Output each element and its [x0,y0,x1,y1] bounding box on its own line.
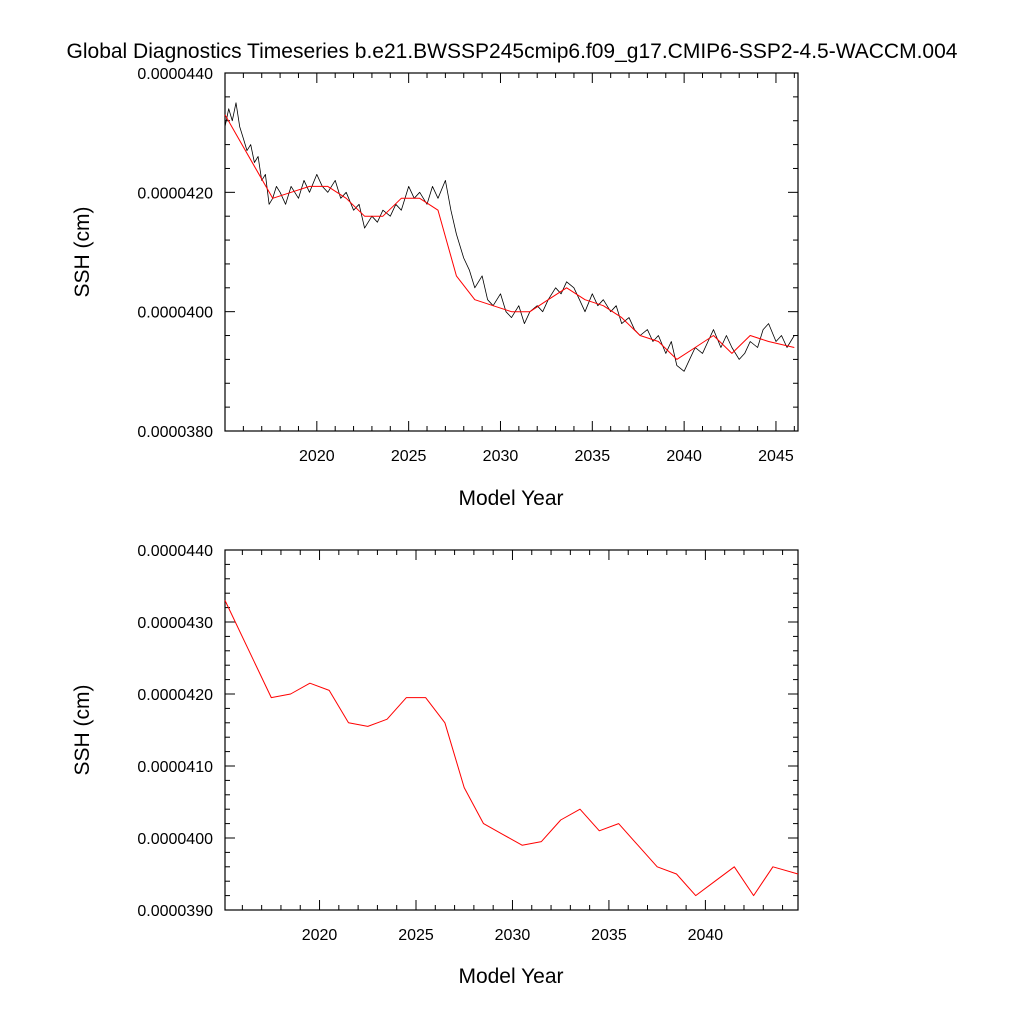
monthly-series-line [224,102,795,372]
x-tick-label: 2030 [483,448,519,465]
x-tick-label: 2045 [758,448,794,465]
y-tick-label: 0.0000410 [137,759,213,776]
x-tick-label: 2030 [495,927,531,944]
figure-title: Global Diagnostics Timeseries b.e21.BWSS… [67,40,958,63]
plot-frame [224,72,799,432]
y-axis-title: SSH (cm) [71,685,94,776]
x-tick-label: 2035 [575,448,611,465]
x-tick-label: 2020 [299,448,335,465]
tick-marks [224,72,798,432]
series-layer [224,102,795,372]
tick-marks [225,549,798,911]
y-tick-label: 0.0000420 [137,185,213,202]
x-axis-title: Model Year [458,965,563,988]
annual-series-line [224,114,795,360]
y-tick-label: 0.0000400 [137,831,213,848]
y-tick-label: 0.0000400 [137,305,213,322]
annual-series-line [224,600,799,897]
x-tick-label: 2035 [591,927,627,944]
tick-labels: 2020 2025 2030 2035 2040 0.0000390 0.0000400 0.… [137,543,723,944]
y-axis-title: SSH (cm) [71,207,94,298]
y-tick-label: 0.0000440 [137,543,213,560]
x-tick-label: 2025 [391,448,427,465]
y-tick-label: 0.0000390 [137,903,213,920]
x-tick-label: 2025 [398,927,434,944]
x-tick-label: 2020 [302,927,338,944]
y-tick-label: 0.0000440 [137,66,213,83]
y-tick-label: 0.0000420 [137,687,213,704]
x-tick-label: 2040 [688,927,724,944]
x-axis-title: Model Year [458,487,563,510]
series-layer [224,600,799,897]
annual-timeseries-panel: 2020 2025 2030 2035 2040 0.0000390 0.0000400 0.… [71,543,799,988]
y-tick-label: 0.0000380 [137,424,213,441]
tick-labels: 2020 2025 2030 2035 2040 2045 0.0000380 0.00004… [137,66,794,465]
y-tick-label: 0.0000430 [137,615,213,632]
plot-frame [224,549,799,911]
x-tick-label: 2040 [666,448,702,465]
monthly-timeseries-panel: 2020 2025 2030 2035 2040 2045 0.0000380 0.00004… [71,66,799,510]
